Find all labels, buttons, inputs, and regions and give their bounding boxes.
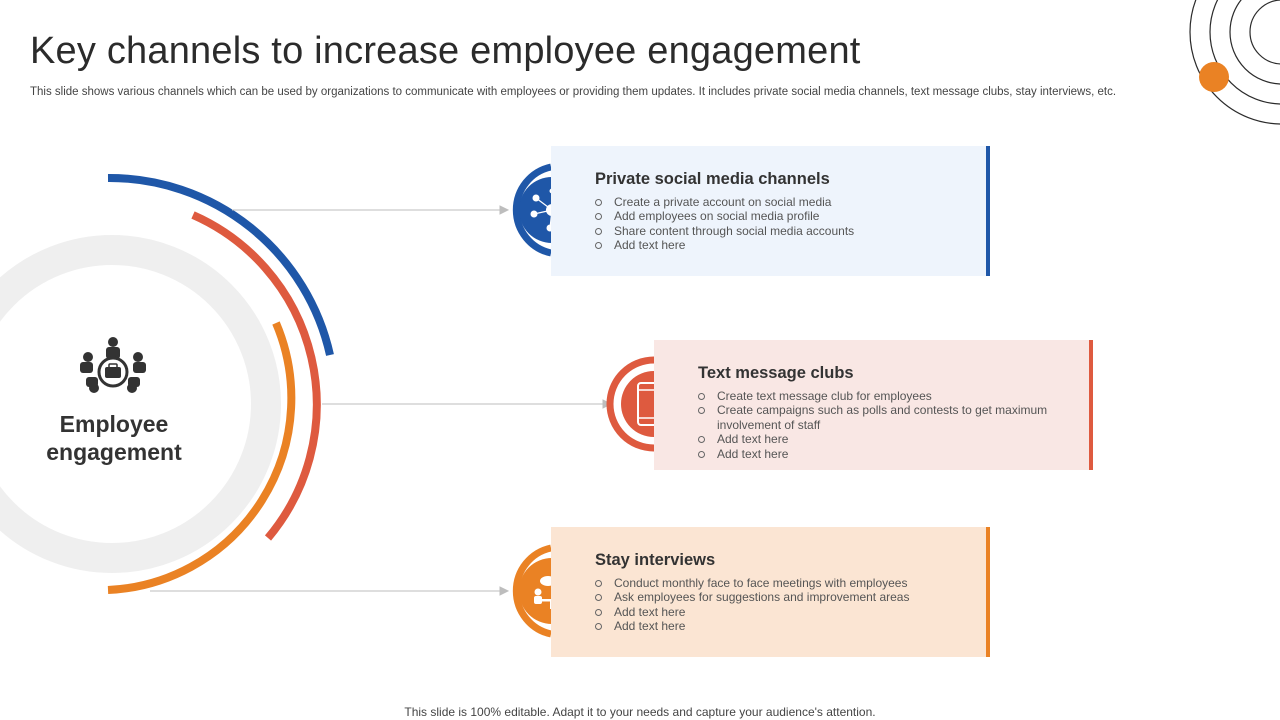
page-subtitle: This slide shows various channels which … bbox=[30, 86, 1210, 98]
bullet-item: Create text message club for employees bbox=[698, 389, 1069, 403]
corner-decoration bbox=[1190, 0, 1280, 124]
bullet-item: Add text here bbox=[698, 447, 1069, 461]
channel-title: Private social media channels bbox=[595, 170, 966, 189]
bullet-item: Create a private account on social media bbox=[595, 195, 966, 209]
bullet-item: Create campaigns such as polls and conte… bbox=[698, 403, 1069, 432]
team-briefcase-icon bbox=[80, 337, 146, 393]
bullet-item: Ask employees for suggestions and improv… bbox=[595, 590, 966, 604]
bullet-item: Share content through social media accou… bbox=[595, 224, 966, 238]
channel-bullets: Conduct monthly face to face meetings wi… bbox=[595, 576, 966, 634]
bullet-item: Add text here bbox=[595, 619, 966, 633]
channel-title: Text message clubs bbox=[698, 364, 1069, 383]
channel-card-text-message: Text message clubs Create text message c… bbox=[654, 340, 1093, 470]
bullet-item: Add text here bbox=[698, 432, 1069, 446]
center-label-line1: Employee bbox=[14, 410, 214, 438]
page-title: Key channels to increase employee engage… bbox=[30, 30, 861, 73]
channel-card-social-media: Private social media channels Create a p… bbox=[551, 146, 990, 276]
channel-bullets: Create text message club for employees C… bbox=[698, 389, 1069, 461]
channel-title: Stay interviews bbox=[595, 551, 966, 570]
bullet-item: Add employees on social media profile bbox=[595, 209, 966, 223]
bullet-item: Conduct monthly face to face meetings wi… bbox=[595, 576, 966, 590]
footer-note: This slide is 100% editable. Adapt it to… bbox=[0, 705, 1280, 719]
channel-card-stay-interviews: Stay interviews Conduct monthly face to … bbox=[551, 527, 990, 657]
bullet-item: Add text here bbox=[595, 605, 966, 619]
center-label: Employee engagement bbox=[14, 410, 214, 466]
channel-bullets: Create a private account on social media… bbox=[595, 195, 966, 253]
bullet-item: Add text here bbox=[595, 238, 966, 252]
center-label-line2: engagement bbox=[14, 438, 214, 466]
connectors bbox=[150, 206, 611, 595]
center-ring bbox=[0, 250, 266, 558]
